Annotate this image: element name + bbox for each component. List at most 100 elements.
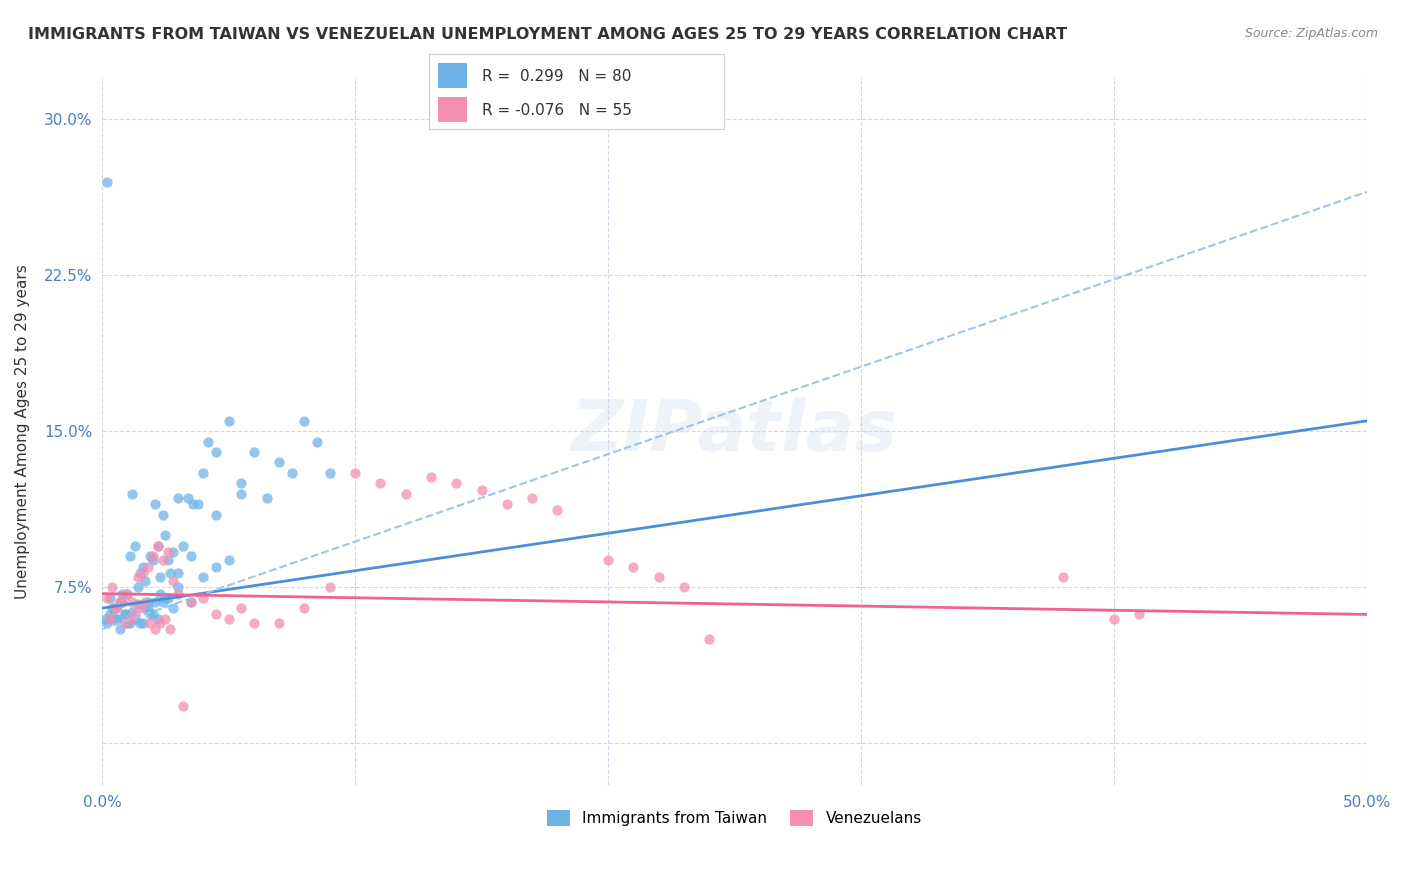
Point	[470, 483, 492, 497]
Point	[193, 466, 215, 480]
Point	[142, 549, 165, 563]
Point	[180, 595, 202, 609]
Point	[294, 414, 316, 428]
Point	[118, 611, 141, 625]
Point	[193, 591, 215, 605]
Point	[167, 580, 190, 594]
Text: IMMIGRANTS FROM TAIWAN VS VENEZUELAN UNEMPLOYMENT AMONG AGES 25 TO 29 YEARS CORR: IMMIGRANTS FROM TAIWAN VS VENEZUELAN UNE…	[28, 27, 1067, 42]
Point	[96, 174, 118, 188]
Point	[167, 491, 190, 505]
Point	[187, 497, 209, 511]
Point	[114, 615, 136, 630]
Point	[127, 597, 149, 611]
Point	[319, 466, 342, 480]
Point	[419, 470, 441, 484]
Point	[143, 595, 166, 609]
Point	[370, 476, 392, 491]
Point	[269, 455, 291, 469]
Point	[118, 549, 141, 563]
Point	[143, 497, 166, 511]
Point	[155, 591, 177, 605]
Point	[205, 445, 228, 459]
Point	[180, 595, 202, 609]
Point	[243, 615, 266, 630]
Point	[155, 528, 177, 542]
Point	[159, 566, 181, 580]
Point	[101, 601, 124, 615]
Point	[152, 595, 174, 609]
Point	[307, 434, 329, 449]
Point	[156, 591, 179, 605]
Point	[129, 601, 152, 615]
Point	[142, 607, 165, 622]
Point	[98, 591, 121, 605]
Point	[281, 466, 304, 480]
Point	[134, 595, 156, 609]
Point	[121, 486, 143, 500]
Point	[205, 559, 228, 574]
Point	[136, 559, 159, 574]
Point	[139, 607, 162, 622]
Point	[96, 615, 118, 630]
Point	[231, 601, 253, 615]
Point	[172, 698, 194, 713]
Point	[136, 601, 159, 615]
Point	[139, 615, 162, 630]
Point	[1128, 607, 1150, 622]
Point	[96, 591, 118, 605]
Point	[143, 622, 166, 636]
Point	[159, 622, 181, 636]
Point	[1102, 611, 1125, 625]
Point	[294, 601, 316, 615]
Point	[111, 595, 134, 609]
Point	[177, 491, 200, 505]
Point	[114, 607, 136, 622]
Point	[146, 539, 169, 553]
Point	[136, 595, 159, 609]
Point	[155, 611, 177, 625]
Point	[121, 595, 143, 609]
Point	[205, 508, 228, 522]
Legend: Immigrants from Taiwan, Venezuelans: Immigrants from Taiwan, Venezuelans	[540, 803, 929, 834]
Point	[181, 497, 204, 511]
Point	[167, 586, 190, 600]
Point	[243, 445, 266, 459]
Point	[156, 553, 179, 567]
Point	[104, 601, 127, 615]
Point	[167, 566, 190, 580]
Point	[104, 601, 127, 615]
Point	[131, 566, 153, 580]
Point	[269, 615, 291, 630]
Point	[98, 611, 121, 625]
Point	[131, 615, 153, 630]
Point	[121, 605, 143, 619]
Point	[111, 595, 134, 609]
Point	[520, 491, 543, 505]
Text: R =  0.299   N = 80: R = 0.299 N = 80	[482, 69, 631, 84]
Point	[117, 615, 139, 630]
Point	[127, 570, 149, 584]
Bar	[437, 63, 467, 87]
Point	[193, 570, 215, 584]
Point	[104, 601, 127, 615]
Point	[124, 611, 146, 625]
Point	[162, 545, 184, 559]
Point	[256, 491, 278, 505]
Point	[546, 503, 568, 517]
Point	[149, 570, 172, 584]
Y-axis label: Unemployment Among Ages 25 to 29 years: Unemployment Among Ages 25 to 29 years	[15, 264, 30, 599]
Point	[344, 466, 367, 480]
Point	[129, 615, 152, 630]
Point	[114, 607, 136, 622]
Point	[139, 549, 162, 563]
Point	[647, 570, 669, 584]
Text: Source: ZipAtlas.com: Source: ZipAtlas.com	[1244, 27, 1378, 40]
Text: ZIPatlas: ZIPatlas	[571, 397, 898, 466]
Point	[108, 622, 131, 636]
Point	[105, 611, 128, 625]
Point	[162, 601, 184, 615]
Point	[118, 615, 141, 630]
Point	[319, 580, 342, 594]
Point	[1052, 570, 1074, 584]
Point	[205, 607, 228, 622]
